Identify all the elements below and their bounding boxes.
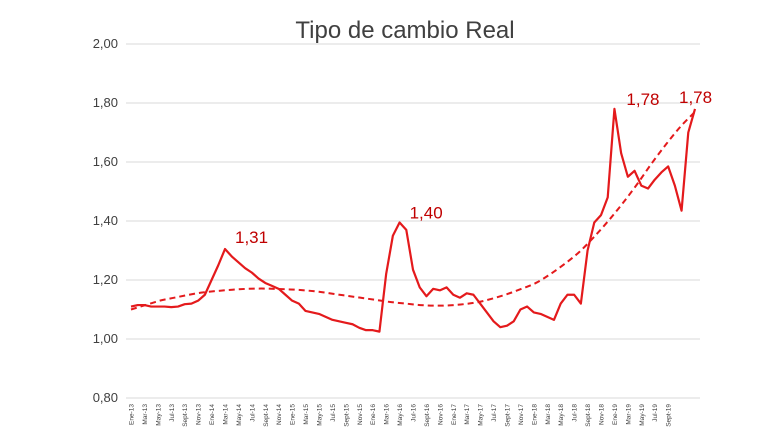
- trend-line-dashed: [130, 111, 696, 311]
- x-tick-label: Nov-18: [599, 404, 606, 425]
- x-tick-label: Jul-18: [572, 404, 579, 422]
- x-tick-label: May-15: [317, 404, 324, 426]
- x-tick-label: Ene-15: [290, 404, 297, 425]
- x-tick-label: Mar-15: [303, 404, 310, 425]
- x-tick-label: Ene-13: [129, 404, 136, 425]
- x-tick-label: Nov-14: [276, 404, 283, 425]
- x-tick-label: Ene-19: [612, 404, 619, 425]
- x-tick-label: Jul-15: [330, 404, 337, 422]
- x-tick-label: Mar-16: [384, 404, 391, 425]
- x-tick-label: May-14: [236, 404, 243, 426]
- x-tick-label: Ene-18: [531, 404, 538, 425]
- x-tick-label: Ene-17: [451, 404, 458, 425]
- x-tick-label: Nov-17: [518, 404, 525, 425]
- y-tick-label: 1,00: [93, 331, 118, 346]
- x-tick-label: Jul-17: [491, 404, 498, 422]
- x-tick-label: May-13: [155, 404, 162, 426]
- series-line-tipo-de-cambio: [130, 107, 697, 333]
- x-tick-label: May-17: [478, 404, 485, 426]
- annotations: 1,31 1,40 1,78 1,78: [235, 88, 712, 247]
- x-tick-label: Sept-19: [666, 404, 673, 427]
- x-tick-label: Mar-17: [464, 404, 471, 425]
- x-tick-label: May-16: [397, 404, 404, 426]
- chart-title: Tipo de cambio Real: [295, 17, 514, 44]
- y-tick-label: 1,60: [93, 154, 118, 169]
- x-tick-label: May-18: [558, 404, 565, 426]
- x-tick-label: Jul-13: [169, 404, 176, 422]
- x-tick-label: Ene-14: [209, 404, 216, 425]
- series-group: [130, 107, 697, 333]
- annotation-label: 1,78: [679, 88, 712, 107]
- x-tick-label: Nov-13: [196, 404, 203, 425]
- y-tick-label: 1,40: [93, 213, 118, 228]
- x-tick-label: Mar-18: [545, 404, 552, 425]
- annotation-label: 1,40: [410, 203, 443, 222]
- x-tick-label: Mar-13: [142, 404, 149, 425]
- x-tick-label: Ene-16: [370, 404, 377, 425]
- y-tick-label: 2,00: [93, 36, 118, 51]
- x-tick-label: Sept-14: [263, 404, 270, 427]
- x-tick-label: May-19: [639, 404, 646, 426]
- x-tick-label: Mar-19: [625, 404, 632, 425]
- y-axis: 0,80 1,00 1,20 1,40 1,60 1,80 2,00: [93, 36, 118, 405]
- x-tick-label: Sept-13: [182, 404, 189, 427]
- x-tick-label: Mar-14: [223, 404, 230, 425]
- x-tick-label: Nov-15: [357, 404, 364, 425]
- x-tick-label: Sept-18: [585, 404, 592, 427]
- y-tick-label: 1,20: [93, 272, 118, 287]
- y-tick-label: 0,80: [93, 390, 118, 405]
- x-tick-label: Sept-15: [343, 404, 350, 427]
- x-tick-label: Jul-14: [249, 404, 256, 422]
- x-tick-label: Nov-16: [437, 404, 444, 425]
- x-tick-label: Jul-19: [652, 404, 659, 422]
- x-tick-label: Sept-17: [505, 404, 512, 427]
- x-tick-label: Sept-16: [424, 404, 431, 427]
- gridlines: [126, 43, 700, 399]
- annotation-label: 1,78: [626, 90, 659, 109]
- y-tick-label: 1,80: [93, 95, 118, 110]
- x-axis: Ene-13 Mar-13 May-13 Jul-13 Sept-13 Nov-13 Ene…: [129, 404, 673, 427]
- x-tick-label: Jul-16: [411, 404, 418, 422]
- annotation-label: 1,31: [235, 228, 268, 247]
